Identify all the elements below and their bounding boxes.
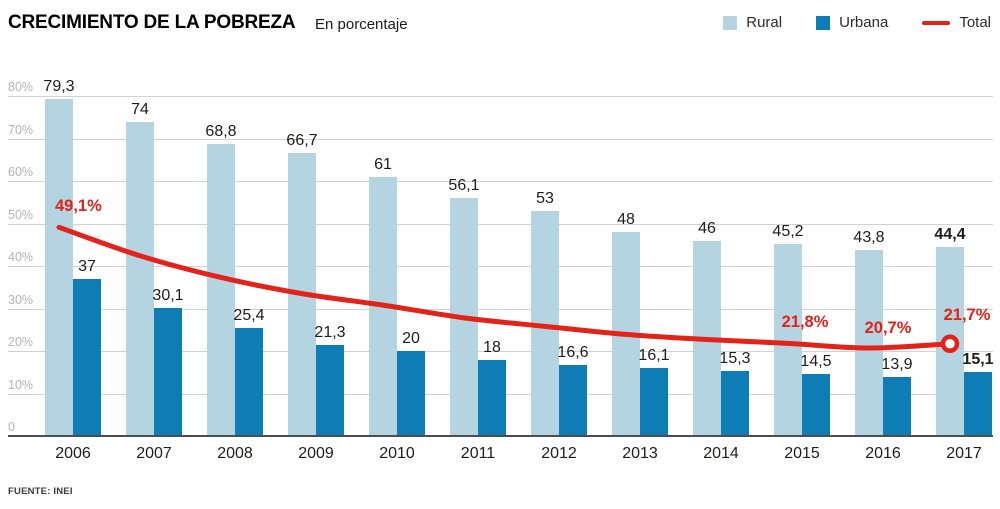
urbana-bar (964, 371, 992, 436)
y-axis-label: 40% (8, 250, 34, 264)
rural-value-label: 56,1 (448, 176, 480, 194)
urbana-value-label: 20 (402, 330, 420, 347)
rural-value-label: 48 (617, 211, 635, 228)
y-axis-label: 20% (8, 335, 34, 349)
x-axis-label-2011: 2011 (460, 445, 496, 462)
rural-value-label: 68,8 (205, 122, 237, 140)
legend-item-rural: Rural (723, 14, 782, 31)
x-axis-label-2009: 2009 (298, 445, 334, 462)
rural-value-label: 61 (374, 155, 392, 173)
page-title: CRECIMIENTO DE LA POBREZA (8, 12, 296, 33)
urbana-value-label: 14,5 (800, 353, 832, 371)
legend-label: Total (959, 14, 991, 31)
x-axis-label-2016: 2016 (865, 445, 901, 462)
urbana-bar (721, 370, 749, 436)
chart-subtitle: En porcentaje (315, 16, 408, 33)
urbana-value-label: 16,1 (638, 346, 670, 364)
urbana-bar (235, 328, 263, 436)
urbana-value-label: 21,3 (314, 324, 346, 342)
urbana-value-label: 15,1 (962, 350, 994, 368)
x-axis-line (8, 435, 993, 437)
gridline-70% (8, 138, 993, 140)
x-axis-label-2008: 2008 (217, 445, 253, 462)
gridline-80% (8, 96, 993, 97)
legend-label: Rural (746, 14, 783, 31)
legend-label: Urbana (839, 14, 889, 31)
y-axis-label: 30% (8, 292, 34, 307)
y-axis-label: 70% (8, 122, 34, 137)
gridline-50% (8, 223, 993, 225)
y-axis-label: 50% (8, 207, 34, 222)
rural-value-label: 43,8 (853, 228, 885, 246)
rural-bar (855, 249, 883, 436)
urbana-value-label: 13,9 (881, 355, 913, 373)
gridline-20% (8, 351, 993, 352)
rural-bar (531, 210, 559, 436)
legend-item-total: Total (922, 14, 991, 31)
x-axis-label-2006: 2006 (55, 445, 91, 462)
urbana-value-label: 16,6 (557, 344, 589, 362)
rural-swatch-icon (723, 15, 738, 30)
rural-bar (612, 232, 640, 436)
urbana-value-label: 37 (78, 257, 96, 275)
urbana-bar (802, 374, 830, 436)
rural-value-label: 44,4 (934, 226, 966, 244)
total-annotation: 21,8% (781, 313, 829, 332)
urbana-bar (559, 365, 587, 436)
rural-bar (288, 152, 316, 436)
source-note: FUENTE: INEI (8, 486, 73, 497)
rural-bar (774, 243, 802, 436)
y-axis-label: 60% (8, 165, 34, 179)
x-axis-label-2017: 2017 (946, 445, 982, 462)
gridline-60% (8, 181, 993, 182)
total-annotation: 49,1% (55, 197, 102, 216)
legend: Rural Urbana Total (723, 14, 991, 31)
rural-value-label: 46 (698, 219, 716, 237)
legend-item-urbana: Urbana (816, 14, 888, 31)
y-axis-label: 80% (8, 80, 34, 94)
rural-value-label: 66,7 (286, 131, 318, 149)
urbana-bar (883, 376, 911, 436)
urbana-bar (640, 367, 668, 436)
rural-bar (369, 176, 397, 436)
urbana-bar (316, 345, 344, 436)
x-axis-label-2007: 2007 (136, 445, 172, 462)
total-annotation: 21,7% (943, 305, 991, 324)
urbana-value-label: 15,3 (719, 349, 751, 367)
x-axis-label-2014: 2014 (703, 445, 739, 462)
rural-bar (936, 247, 964, 436)
x-axis-label-2015: 2015 (784, 445, 820, 462)
total-annotation: 20,7% (864, 319, 912, 338)
rural-bar (45, 98, 73, 436)
rural-value-label: 74 (131, 100, 149, 118)
gridline-40% (8, 266, 993, 267)
rural-bar (693, 240, 721, 436)
rural-bar (450, 197, 478, 436)
urbana-value-label: 18 (483, 338, 501, 356)
urbana-bar (154, 308, 182, 436)
rural-bar (207, 143, 235, 436)
urbana-swatch-icon (816, 15, 831, 30)
rural-value-label: 53 (536, 189, 554, 207)
y-axis-label: 10% (8, 377, 34, 392)
rural-value-label: 45,2 (772, 222, 804, 240)
x-axis-label-2010: 2010 (379, 445, 415, 462)
x-axis-label-2012: 2012 (541, 445, 577, 462)
urbana-value-label: 30,1 (152, 287, 184, 305)
urbana-bar (73, 278, 101, 436)
total-line-swatch-icon (922, 20, 951, 25)
urbana-bar (478, 359, 506, 436)
rural-value-label: 79,3 (43, 77, 75, 95)
x-axis-label-2013: 2013 (622, 445, 658, 462)
urbana-bar (397, 351, 425, 436)
y-axis-label: 0 (8, 420, 15, 434)
urbana-value-label: 25,4 (233, 307, 265, 325)
rural-bar (126, 121, 154, 436)
